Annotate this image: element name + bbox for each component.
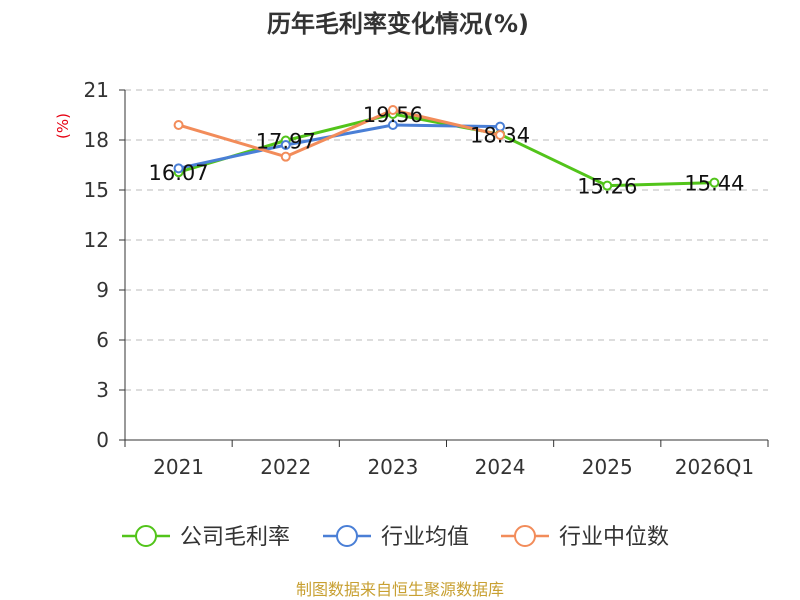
y-tick-label: 18 bbox=[84, 128, 109, 152]
data-point[interactable] bbox=[709, 177, 720, 188]
axes: 0 3 6 9 12 15 18 21 2021 2022 2023 2024 2025 2026Q1 bbox=[84, 78, 769, 479]
y-tick-label: 15 bbox=[84, 178, 109, 202]
data-point[interactable] bbox=[280, 140, 291, 150]
grid-lines bbox=[125, 89, 768, 391]
data-label: 19.56 bbox=[363, 103, 423, 127]
legend-marker bbox=[135, 525, 157, 547]
data-point[interactable] bbox=[387, 105, 398, 115]
legend-label: 公司毛利率 bbox=[180, 525, 290, 550]
series-line bbox=[178, 108, 501, 159]
data-point[interactable] bbox=[602, 180, 613, 191]
x-tick-label: 2026Q1 bbox=[675, 455, 754, 479]
y-tick-label: 6 bbox=[96, 328, 109, 352]
data-label: 17.97 bbox=[256, 130, 316, 154]
data-label: 16.07 bbox=[149, 161, 209, 185]
data-labels: 16.07 17.97 19.56 18.34 15.26 15.44 bbox=[149, 103, 745, 199]
data-label: 15.44 bbox=[684, 172, 744, 196]
y-tick-label: 12 bbox=[84, 228, 109, 252]
x-tick-label: 2023 bbox=[367, 455, 418, 479]
data-point[interactable] bbox=[387, 120, 398, 130]
legend-marker bbox=[336, 525, 358, 547]
x-tick-label: 2022 bbox=[260, 455, 311, 479]
y-tick-label: 3 bbox=[96, 378, 109, 402]
legend-label: 行业均值 bbox=[381, 525, 469, 550]
y-tick-label: 21 bbox=[84, 78, 109, 102]
chart-title: 历年毛利率变化情况(%) bbox=[267, 10, 529, 38]
series-line bbox=[178, 112, 715, 188]
x-tick-label: 2025 bbox=[582, 455, 633, 479]
series-3 bbox=[173, 105, 506, 162]
data-point[interactable] bbox=[173, 120, 184, 130]
x-tick-label: 2021 bbox=[153, 455, 204, 479]
data-point[interactable] bbox=[280, 151, 291, 162]
legend-label: 行业中位数 bbox=[559, 525, 669, 550]
data-point[interactable] bbox=[173, 163, 184, 174]
legend-item[interactable]: 行业均值 bbox=[323, 525, 469, 550]
data-label: 15.26 bbox=[577, 175, 637, 199]
y-axis-label: (%) bbox=[54, 113, 72, 139]
legend-item[interactable]: 行业中位数 bbox=[501, 525, 669, 550]
series-2 bbox=[173, 120, 506, 174]
series-line bbox=[178, 123, 501, 170]
series-layer bbox=[173, 105, 720, 191]
y-tick-label: 9 bbox=[96, 278, 109, 302]
data-label: 18.34 bbox=[470, 123, 530, 147]
legend[interactable]: 公司毛利率 行业均值 行业中位数 bbox=[122, 525, 669, 550]
data-point[interactable] bbox=[495, 130, 506, 140]
x-tick-label: 2024 bbox=[475, 455, 526, 479]
source-note: 制图数据来自恒生聚源数据库 bbox=[296, 580, 504, 599]
legend-marker bbox=[514, 525, 536, 547]
y-tick-label: 0 bbox=[96, 428, 109, 452]
legend-item[interactable]: 公司毛利率 bbox=[122, 525, 290, 550]
